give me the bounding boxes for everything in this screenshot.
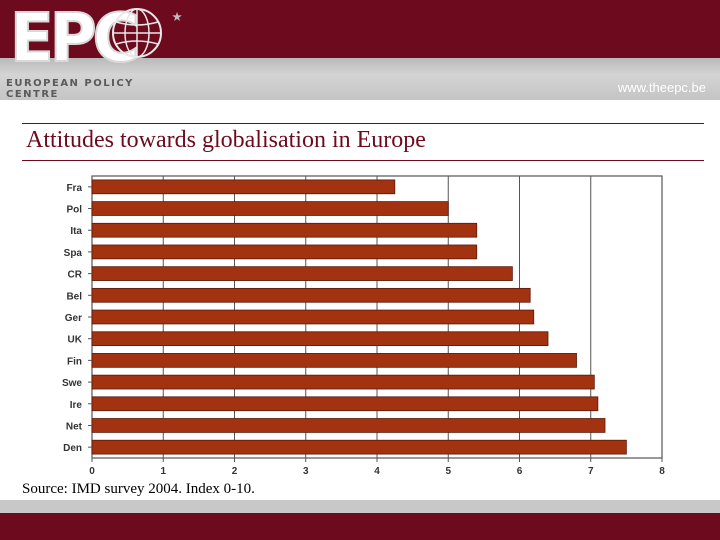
- category-label: Fra: [66, 183, 82, 194]
- bar-net: [91, 418, 606, 433]
- category-label: Ger: [65, 313, 82, 324]
- category-label: Swe: [62, 378, 82, 389]
- footer-band: [0, 500, 720, 540]
- star-icon: ★: [171, 10, 182, 24]
- bar-fin: [91, 353, 577, 368]
- bar-ger: [91, 309, 535, 325]
- category-label: Fin: [67, 356, 82, 367]
- x-tick-label: 6: [517, 466, 523, 477]
- category-label: CR: [68, 270, 83, 281]
- category-label: Ire: [70, 400, 83, 411]
- category-label: Net: [66, 421, 83, 432]
- source-note: Source: IMD survey 2004. Index 0-10.: [22, 481, 255, 497]
- category-label: UK: [68, 335, 83, 346]
- logo-text: EPC: [9, 0, 141, 79]
- category-label: Pol: [66, 205, 82, 216]
- header-grey-band: [0, 58, 720, 100]
- bar-ire: [91, 396, 599, 412]
- bar-uk: [91, 331, 549, 347]
- slide-title: Attitudes towards globalisation in Europ…: [26, 127, 426, 153]
- x-tick-label: 1: [160, 466, 166, 477]
- title-rule-bottom: [22, 160, 704, 161]
- x-tick-label: 7: [588, 466, 594, 477]
- bar-bel: [91, 287, 531, 303]
- logo-subtitle: EUROPEAN POLICY CENTRE: [6, 78, 134, 100]
- globalisation-bar-chart: 0 1 2 3 4 5 6 7 8 Fra Pol Ita Spa CR Bel Ger UK Fin Swe Ire…: [62, 175, 665, 477]
- x-tick-label: 8: [659, 466, 665, 477]
- title-rule-top: [22, 123, 704, 124]
- category-label: Spa: [64, 248, 83, 259]
- x-tick-label: 0: [89, 466, 95, 477]
- svg-text:★: ★: [171, 10, 182, 24]
- website-url: www.theepc.be: [617, 80, 706, 95]
- bar-fra: [91, 179, 396, 195]
- bar-pol: [91, 201, 449, 216]
- bar-ita: [91, 222, 478, 238]
- x-tick-label: 3: [303, 466, 309, 477]
- header-band: [0, 0, 720, 58]
- globe-icon: [112, 8, 162, 58]
- category-label: Den: [63, 443, 82, 454]
- x-tick-label: 4: [374, 466, 380, 477]
- bar-spa: [91, 244, 478, 260]
- bar-den: [91, 439, 627, 455]
- category-label: Ita: [70, 226, 82, 237]
- x-tick-label: 5: [445, 466, 451, 477]
- category-label: Bel: [66, 291, 82, 302]
- epc-logo: EPC ★ EUROPEAN POLICY CENTRE: [0, 0, 190, 100]
- bar-swe: [91, 374, 595, 390]
- bar-cr: [91, 266, 513, 281]
- x-tick-label: 2: [232, 466, 238, 477]
